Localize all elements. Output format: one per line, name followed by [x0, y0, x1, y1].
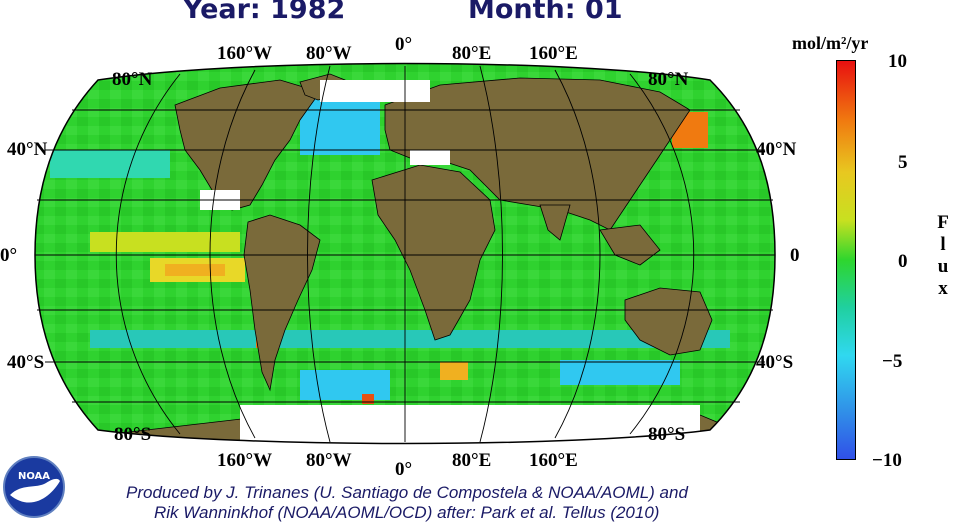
lon-label-top-160w: 160°W: [217, 43, 273, 64]
equatorial-pacific-peak: [165, 264, 225, 276]
lon-label-top-160e: 160°E: [529, 43, 578, 64]
colorbar-unit-label: mol/m²/yr: [792, 33, 869, 53]
lon-label-top-80e: 80°E: [452, 43, 492, 64]
noaa-logo: NOAA: [3, 456, 65, 518]
india: [539, 204, 571, 241]
southern-ocean-band: [90, 330, 730, 348]
colorbar-tick-5: 5: [898, 152, 908, 173]
lat-label-right-40s: 40°S: [756, 352, 794, 373]
lon-label-bottom-80e: 80°E: [452, 450, 492, 471]
lat-label-right-40n: 40°N: [756, 139, 797, 160]
equatorial-pacific-flux-band: [90, 232, 240, 252]
credit-line-2: Rik Wanninkhof (NOAA/AOML/OCD) after: Pa…: [154, 503, 660, 522]
lat-label-right-0: 0: [790, 245, 800, 266]
colorbar-tick-minus10: −10: [872, 450, 902, 471]
colorbar-tick-minus5: −5: [882, 351, 903, 372]
year-title: Year: 1982: [183, 0, 346, 25]
south-indian-source: [440, 362, 468, 380]
south-atlantic-uptake: [300, 370, 390, 400]
lat-label-left-80n: 80°N: [112, 69, 153, 90]
lon-label-bottom-160w: 160°W: [217, 450, 273, 471]
graticule: [35, 65, 775, 443]
north-atlantic-uptake: [300, 95, 380, 155]
lon-label-bottom-0: 0°: [395, 459, 413, 480]
colorbar-gradient: [836, 60, 856, 460]
north-america: [174, 79, 321, 211]
north-pacific-uptake: [50, 150, 170, 178]
australia: [624, 287, 713, 356]
lon-label-bottom-160e: 160°E: [529, 450, 578, 471]
month-title: Month: 01: [468, 0, 623, 25]
lat-label-left-0: 0°: [0, 245, 18, 266]
lat-label-right-80n: 80°N: [648, 69, 689, 90]
south-america: [243, 214, 321, 392]
lon-label-bottom-80w: 80°W: [306, 450, 352, 471]
colorbar-tick-10: 10: [888, 51, 907, 72]
africa: [371, 164, 496, 341]
south-indian-uptake: [560, 360, 680, 385]
lat-label-left-40s: 40°S: [7, 352, 45, 373]
lon-label-top-0: 0°: [395, 34, 413, 55]
noaa-logo-text: NOAA: [18, 471, 50, 482]
southern-ocean-source: [362, 394, 374, 404]
map-border: [34, 62, 776, 445]
lat-label-right-80s: 80°S: [648, 424, 686, 445]
credit-line-1: Produced by J. Trinanes (U. Santiago de …: [126, 483, 688, 502]
lat-label-left-80s: 80°S: [114, 424, 152, 445]
lat-label-left-40n: 40°N: [7, 139, 48, 160]
lon-label-top-80w: 80°W: [306, 43, 352, 64]
colorbar-tick-0: 0: [898, 251, 908, 272]
